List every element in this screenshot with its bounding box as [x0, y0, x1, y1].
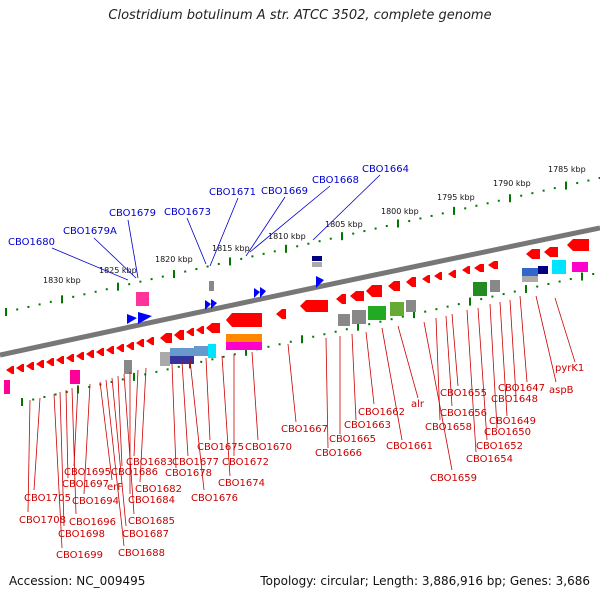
genome-summary: Topology: circular; Length: 3,886,916 bp… — [260, 574, 590, 588]
accession-label: Accession: NC_009495 — [9, 574, 146, 588]
label-CBO1647: CBO1647 — [498, 383, 545, 394]
gene-CBO1669 — [254, 288, 260, 298]
label-CBO1678: CBO1678 — [165, 468, 212, 479]
label-CBO1650: CBO1650 — [484, 427, 531, 438]
label-CBO1694: CBO1694 — [72, 496, 119, 507]
label-CBO1661: CBO1661 — [386, 441, 433, 452]
scale-label-1830: 1830 kbp — [43, 276, 81, 285]
label-erF: erF — [107, 482, 123, 493]
gene-CBO1679 — [136, 292, 149, 306]
label-aspB: aspB — [549, 385, 574, 396]
label-CBO1671: CBO1671 — [209, 187, 256, 198]
scale-label-1815: 1815 kbp — [212, 244, 250, 253]
label-CBO1708: CBO1708 — [19, 515, 66, 526]
label-CBO1672: CBO1672 — [222, 457, 269, 468]
label-CBO1680: CBO1680 — [8, 237, 55, 248]
top-gene-labels: CBO1664 CBO1668 CBO1669 CBO1671 CBO1673 … — [8, 164, 409, 248]
gene-CBO1664 — [312, 256, 322, 261]
label-CBO1673: CBO1673 — [164, 207, 211, 218]
label-CBO1656: CBO1656 — [440, 408, 487, 419]
bottom-gene-labels: pyrK1 aspB CBO1647 CBO1648 CBO1649 CBO16… — [19, 363, 584, 561]
label-CBO1705: CBO1705 — [24, 493, 71, 504]
label-CBO1685: CBO1685 — [128, 516, 175, 527]
label-CBO1699: CBO1699 — [56, 550, 103, 561]
scale-label-1790: 1790 kbp — [493, 179, 531, 188]
gene-CBO1671 — [209, 281, 214, 291]
scale-label-1800: 1800 kbp — [381, 207, 419, 216]
label-CBO1652: CBO1652 — [476, 441, 523, 452]
label-CBO1688: CBO1688 — [118, 548, 165, 559]
label-CBO1666: CBO1666 — [315, 448, 362, 459]
scale-label-1785: 1785 kbp — [548, 165, 586, 174]
label-CBO1664: CBO1664 — [362, 164, 409, 175]
label-alr: alr — [411, 399, 425, 410]
label-CBO1655: CBO1655 — [440, 388, 487, 399]
label-CBO1679: CBO1679 — [109, 208, 156, 219]
label-CBO1665: CBO1665 — [329, 434, 376, 445]
label-CBO1677: CBO1677 — [172, 457, 219, 468]
label-CBO1686: CBO1686 — [111, 467, 158, 478]
label-CBO1683: CBO1683 — [126, 457, 173, 468]
label-CBO1697: CBO1697 — [62, 479, 109, 490]
gene-CBO1679A — [127, 314, 137, 324]
scale-label-1805: 1805 kbp — [325, 220, 363, 229]
label-CBO1667: CBO1667 — [281, 424, 328, 435]
label-CBO1684: CBO1684 — [128, 495, 175, 506]
scale-label-1825: 1825 kbp — [99, 266, 137, 275]
label-CBO1659: CBO1659 — [430, 473, 477, 484]
scale-label-1820: 1820 kbp — [155, 255, 193, 264]
genome-backbone — [0, 225, 600, 358]
label-leaders — [27, 174, 576, 549]
label-CBO1662: CBO1662 — [358, 407, 405, 418]
scale-label-1795: 1795 kbp — [437, 193, 475, 202]
label-CBO1649: CBO1649 — [489, 416, 536, 427]
label-CBO1698: CBO1698 — [58, 529, 105, 540]
label-CBO1696: CBO1696 — [69, 517, 116, 528]
gene-CBO1668 — [316, 276, 324, 288]
genome-title: Clostridium botulinum A str. ATCC 3502, … — [108, 8, 492, 23]
label-CBO1675: CBO1675 — [197, 442, 244, 453]
reverse-genes — [6, 239, 589, 374]
gene-CBO1680 — [138, 312, 152, 324]
label-CBO1648: CBO1648 — [491, 394, 538, 405]
label-CBO1687: CBO1687 — [122, 529, 169, 540]
label-pyrK1: pyrK1 — [555, 363, 584, 374]
gene-CBO1673b — [211, 299, 217, 309]
gene-CBO1664b — [312, 262, 322, 267]
label-CBO1663: CBO1663 — [344, 420, 391, 431]
label-CBO1676: CBO1676 — [191, 493, 238, 504]
label-CBO1654: CBO1654 — [466, 454, 513, 465]
label-CBO1679A: CBO1679A — [63, 226, 117, 237]
scale-labels: 1785 kbp 1790 kbp 1795 kbp 1800 kbp 1805… — [43, 165, 586, 285]
label-CBO1695: CBO1695 — [64, 467, 111, 478]
gene-CBO1673 — [205, 300, 211, 310]
label-CBO1669: CBO1669 — [261, 186, 308, 197]
scale-label-1810: 1810 kbp — [268, 232, 306, 241]
gene-CBO1669b — [260, 287, 266, 298]
label-CBO1668: CBO1668 — [312, 175, 359, 186]
label-CBO1674: CBO1674 — [218, 478, 265, 489]
scale-ticks — [5, 177, 600, 406]
annotation-boxes — [4, 260, 588, 394]
label-CBO1670: CBO1670 — [245, 442, 292, 453]
label-CBO1658: CBO1658 — [425, 422, 472, 433]
forward-genes — [127, 256, 324, 324]
label-CBO1682: CBO1682 — [135, 484, 182, 495]
